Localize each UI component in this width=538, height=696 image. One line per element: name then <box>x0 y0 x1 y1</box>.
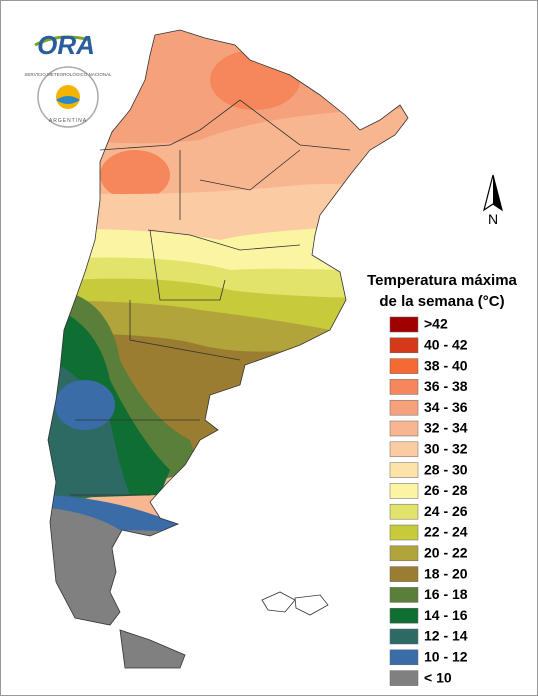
legend-label: 22 - 24 <box>424 524 468 540</box>
legend-swatch <box>389 670 419 686</box>
legend-swatch <box>389 483 419 499</box>
zone <box>100 150 170 200</box>
compass: N <box>483 174 503 227</box>
legend-title: de la semana (°C) <box>379 293 504 310</box>
legend-label: 24 - 26 <box>424 503 468 519</box>
legend-swatch <box>389 358 419 374</box>
seal-top: SERVICIO METEOROLÓGICO NACIONAL <box>24 71 112 77</box>
legend-swatch <box>389 462 419 478</box>
legend-swatch <box>389 337 419 354</box>
legend-swatch <box>389 566 419 582</box>
legend-label: 32 - 34 <box>424 420 468 436</box>
legend: Temperatura máxima de la semana (°C) >42… <box>367 272 518 686</box>
legend-swatch <box>389 649 419 666</box>
zone <box>48 360 130 500</box>
logo-text: ORA <box>37 30 95 60</box>
legend-label: 26 - 28 <box>424 482 468 498</box>
legend-title: Temperatura máxima <box>367 272 517 289</box>
legend-label: 28 - 30 <box>424 461 468 477</box>
legend-label: 10 - 12 <box>424 649 468 665</box>
legend-label: 12 - 14 <box>424 628 468 644</box>
seal: SERVICIO METEOROLÓGICO NACIONAL ARGENTIN… <box>24 66 112 128</box>
legend-swatch <box>389 316 419 333</box>
legend-label: 34 - 36 <box>424 399 468 415</box>
legend-swatch <box>389 399 419 416</box>
legend-swatch <box>389 503 419 520</box>
legend-swatch <box>389 628 419 645</box>
legend-swatch <box>389 441 419 458</box>
compass-label: N <box>488 211 498 227</box>
legend-label: >42 <box>424 316 448 332</box>
legend-label: < 10 <box>424 669 452 685</box>
legend-label: 38 - 40 <box>424 357 468 373</box>
legend-swatch <box>389 379 419 395</box>
legend-swatch <box>389 524 419 541</box>
legend-swatch <box>389 420 419 437</box>
legend-swatch <box>389 545 419 562</box>
legend-label: 20 - 22 <box>424 545 468 561</box>
zone <box>55 380 115 430</box>
legend-label: 18 - 20 <box>424 565 468 581</box>
logo-swoosh <box>34 35 91 47</box>
legend-label: 36 - 38 <box>424 378 468 394</box>
legend-label: 14 - 16 <box>424 607 468 623</box>
logo: ORA <box>34 30 95 60</box>
borders <box>47 29 409 669</box>
islands <box>261 591 329 616</box>
legend-label: 16 - 18 <box>424 586 468 602</box>
legend-swatch <box>389 587 419 603</box>
seal-bottom: ARGENTINA <box>49 118 87 124</box>
legend-label: 40 - 42 <box>424 337 468 353</box>
legend-swatch <box>389 607 419 624</box>
legend-label: 30 - 32 <box>424 441 468 457</box>
